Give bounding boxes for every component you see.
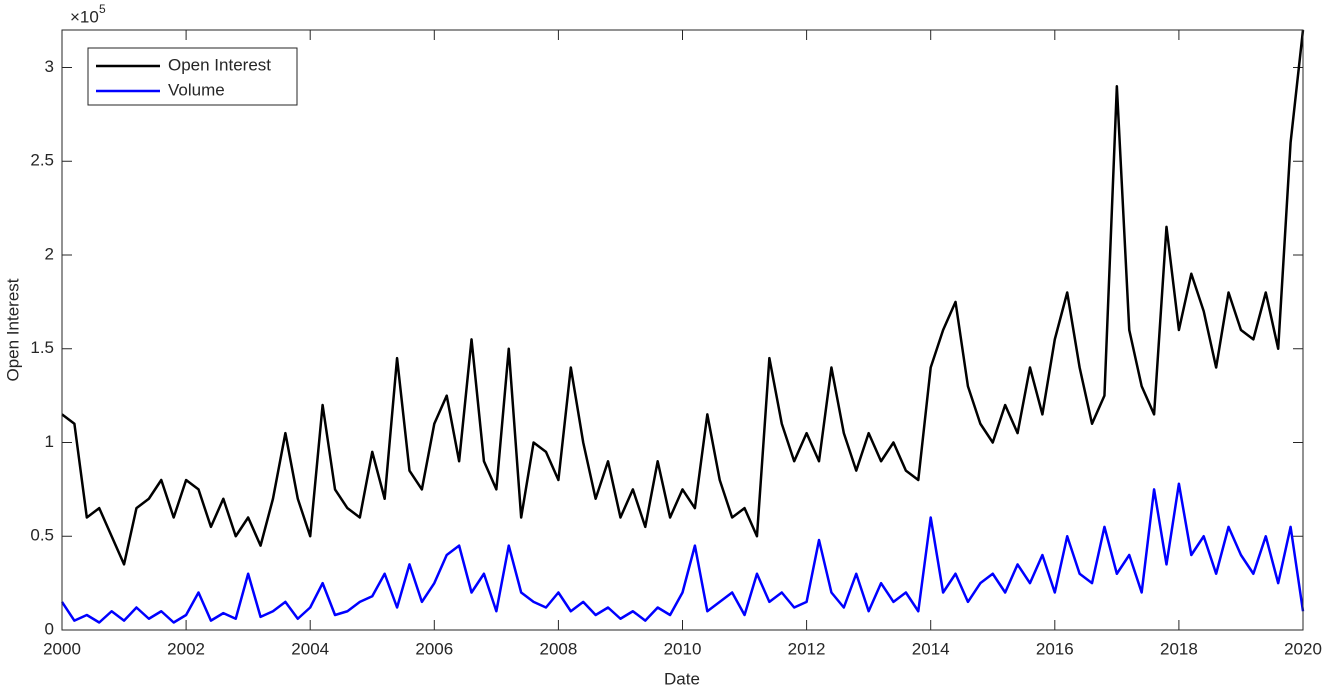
y-tick-label: 1.5	[30, 338, 54, 357]
x-tick-label: 2002	[167, 639, 205, 658]
legend: Open Interest Volume	[87, 47, 298, 106]
y-axis-label: Open Interest	[3, 278, 22, 381]
legend-box	[87, 47, 298, 106]
y-tick-label: 2	[45, 244, 54, 263]
y-multiplier-exponent: 5	[99, 2, 106, 16]
data-line	[61, 29, 1305, 566]
x-tick-label: 2004	[291, 639, 329, 658]
y-tick-label: 0.5	[30, 526, 54, 545]
x-tick-label: 2000	[43, 639, 81, 658]
plot-area	[62, 30, 1303, 630]
y-tick-label: 3	[45, 57, 54, 76]
x-tick-label: 2012	[788, 639, 826, 658]
x-tick-label: 2008	[539, 639, 577, 658]
x-tick-label: 2016	[1036, 639, 1074, 658]
legend-label: Open Interest	[168, 55, 271, 74]
y-tick-label: 1	[45, 432, 54, 451]
axes-box	[61, 29, 1304, 631]
data-line	[60, 482, 1305, 624]
x-tick-label: 2014	[912, 639, 950, 658]
x-tick-label: 2006	[415, 639, 453, 658]
legend-label: Volume	[168, 80, 225, 99]
x-tick-label: 2010	[664, 639, 702, 658]
x-tick-label: 2018	[1160, 639, 1198, 658]
y-multiplier: ×10	[70, 7, 99, 26]
y-tick-label: 0	[45, 619, 54, 638]
x-axis-label: Date	[664, 669, 700, 688]
x-tick-label: 2020	[1284, 639, 1322, 658]
y-tick-label: 2.5	[30, 151, 54, 170]
